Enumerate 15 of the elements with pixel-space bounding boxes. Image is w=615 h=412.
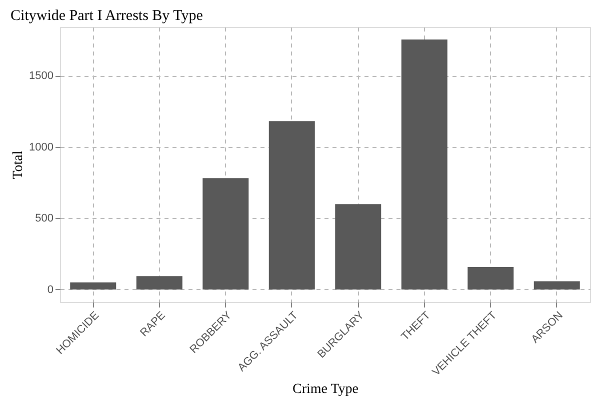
y-tick-label: 500 xyxy=(35,212,54,225)
bar xyxy=(70,282,116,290)
bar xyxy=(268,121,315,290)
bar xyxy=(468,266,514,290)
bar xyxy=(401,40,448,290)
y-tick-label: 1000 xyxy=(29,141,54,154)
x-axis-title: Crime Type xyxy=(292,382,359,397)
y-tick-label: 1500 xyxy=(29,70,54,82)
bar xyxy=(136,276,182,290)
bar xyxy=(335,204,382,290)
y-axis-title: Total xyxy=(11,150,26,180)
bar xyxy=(202,178,249,290)
chart-title: Citywide Part I Arrests By Type xyxy=(10,8,204,24)
y-tick-label: 0 xyxy=(47,284,54,296)
bar xyxy=(534,281,580,290)
